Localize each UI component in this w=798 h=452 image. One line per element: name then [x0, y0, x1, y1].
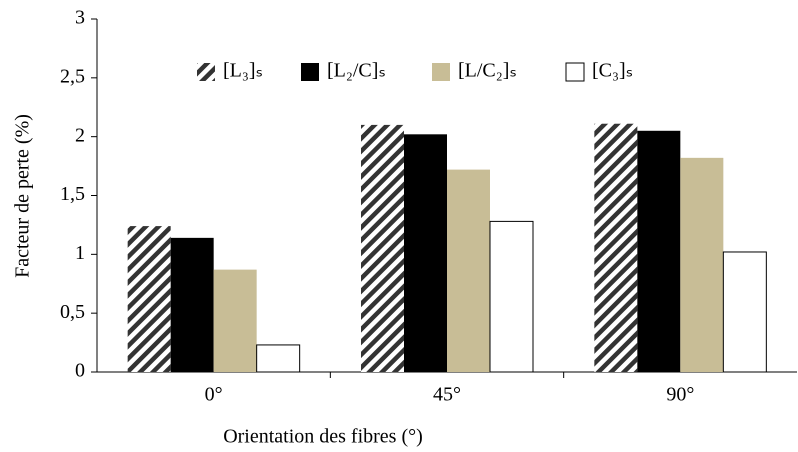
- legend-swatch: [301, 63, 319, 81]
- legend-label: [L₃]ₛ: [223, 60, 263, 82]
- bar: [680, 157, 724, 372]
- bar: [489, 220, 534, 373]
- bar: [594, 123, 638, 373]
- legend-swatch: [565, 62, 585, 82]
- y-axis-title: Facteur de perte (%): [12, 114, 34, 278]
- legend-label: [L/C₂]ₛ: [458, 60, 517, 82]
- y-tick-label: 1: [75, 242, 85, 264]
- y-tick-label: 0,5: [60, 301, 85, 323]
- legend-label: [C₃]ₛ: [592, 60, 633, 82]
- bar: [722, 251, 767, 373]
- bar: [256, 344, 301, 373]
- y-tick-label: 0: [75, 360, 85, 382]
- legend-swatch: [432, 63, 450, 81]
- bar: [170, 237, 214, 372]
- legend-swatch: [197, 63, 215, 81]
- x-tick-label: 90°: [666, 384, 694, 406]
- bar: [361, 124, 404, 373]
- legend-label: [L₂/C]ₛ: [327, 60, 386, 82]
- y-tick-label: 2: [75, 124, 85, 146]
- x-axis-title: Orientation des fibres (°): [223, 426, 423, 448]
- y-tick-label: 1,5: [60, 183, 85, 205]
- bar: [447, 169, 490, 372]
- x-tick-label: 45°: [433, 384, 461, 406]
- bar: [213, 269, 257, 372]
- bar: [637, 130, 681, 372]
- bar: [404, 134, 447, 372]
- y-tick-label: 3: [75, 7, 85, 29]
- y-tick-label: 2,5: [60, 65, 85, 87]
- x-tick-label: 0°: [205, 384, 223, 406]
- bar: [127, 226, 171, 372]
